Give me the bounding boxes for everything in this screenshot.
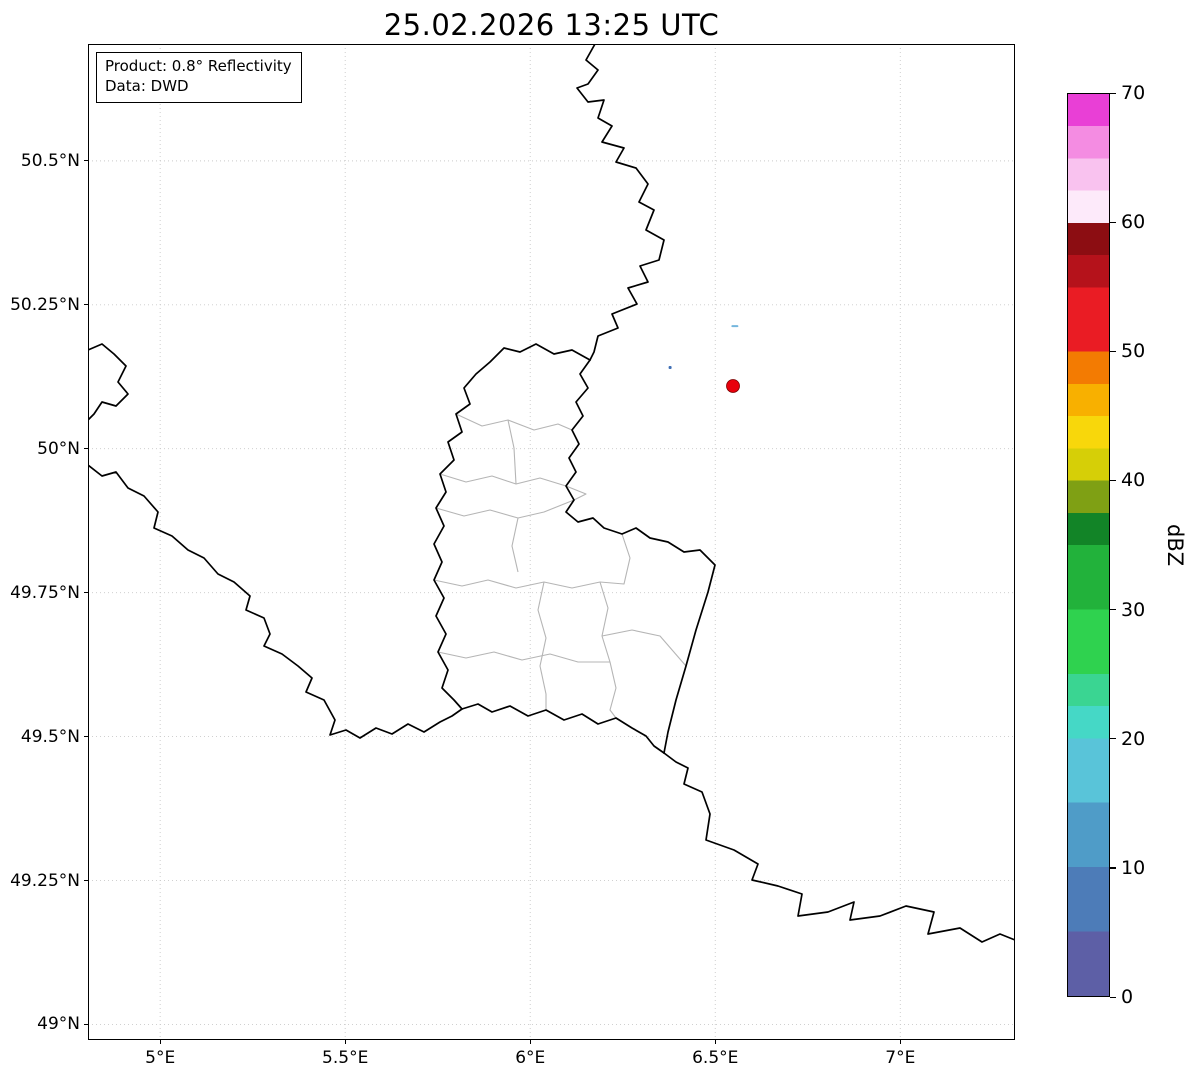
y-tick-label: 50.25°N <box>10 294 80 315</box>
colorbar-gradient <box>1068 94 1109 996</box>
map-axes: Product: 0.8° Reflectivity Data: DWD <box>88 44 1015 1040</box>
radar-site-marker <box>726 379 740 393</box>
x-tick-mark <box>714 1040 716 1044</box>
radar-echo <box>668 366 672 370</box>
colorbar-tick-mark <box>1110 350 1116 352</box>
y-tick-label: 50.5°N <box>20 150 80 171</box>
colorbar-tick-mark <box>1110 609 1116 611</box>
x-tick-mark <box>344 1040 346 1044</box>
x-tick-mark <box>899 1040 901 1044</box>
colorbar-tick-mark <box>1110 996 1116 998</box>
colorbar <box>1067 93 1110 997</box>
x-tick-label: 5°E <box>145 1048 176 1068</box>
colorbar-tick-mark <box>1110 867 1116 869</box>
y-tick-label: 50°N <box>37 438 80 459</box>
gridlines <box>88 44 1015 1040</box>
data-source-label: Data: DWD <box>105 77 189 96</box>
x-tick-label: 7°E <box>885 1048 916 1068</box>
colorbar-tick-mark <box>1110 479 1116 482</box>
x-tick-label: 6.5°E <box>692 1048 739 1068</box>
x-tick-label: 6°E <box>515 1048 546 1068</box>
y-tick-label: 49.5°N <box>20 726 80 747</box>
product-info-box: Product: 0.8° Reflectivity Data: DWD <box>96 52 302 103</box>
y-tick-label: 49.25°N <box>10 870 80 891</box>
axes-frame <box>88 44 1015 1040</box>
colorbar-tick-mark <box>1110 738 1116 740</box>
y-tick-label: 49.75°N <box>10 582 80 603</box>
x-tick-label: 5.5°E <box>322 1048 369 1068</box>
y-tick-label: 49°N <box>37 1014 80 1035</box>
product-label: Product: 0.8° Reflectivity <box>105 57 292 75</box>
radar-markers <box>668 325 740 393</box>
radar-echo <box>731 325 739 328</box>
map-canvas <box>88 44 1015 1040</box>
colorbar-tick-mark <box>1110 92 1116 94</box>
district-borders <box>433 413 687 719</box>
country-borders <box>88 44 1015 943</box>
plot-title: 25.02.2026 13:25 UTC <box>383 8 720 42</box>
colorbar-axis-label: dBZ <box>1163 523 1187 567</box>
x-tick-mark <box>159 1040 161 1044</box>
x-tick-mark <box>529 1040 531 1044</box>
colorbar-tick-mark <box>1110 221 1116 223</box>
